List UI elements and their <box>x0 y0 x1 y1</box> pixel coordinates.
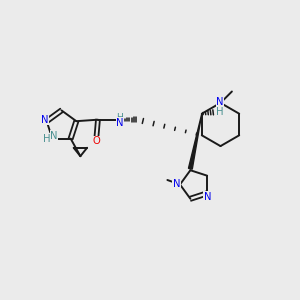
Text: H: H <box>116 113 123 122</box>
Text: N: N <box>204 192 212 202</box>
Text: H: H <box>216 107 224 117</box>
Text: H: H <box>43 134 51 144</box>
Text: N: N <box>50 130 58 141</box>
Polygon shape <box>188 114 202 169</box>
Text: N: N <box>173 179 180 189</box>
Text: N: N <box>216 97 224 107</box>
Text: N: N <box>116 118 124 128</box>
Text: N: N <box>41 115 49 125</box>
Text: O: O <box>93 136 100 146</box>
